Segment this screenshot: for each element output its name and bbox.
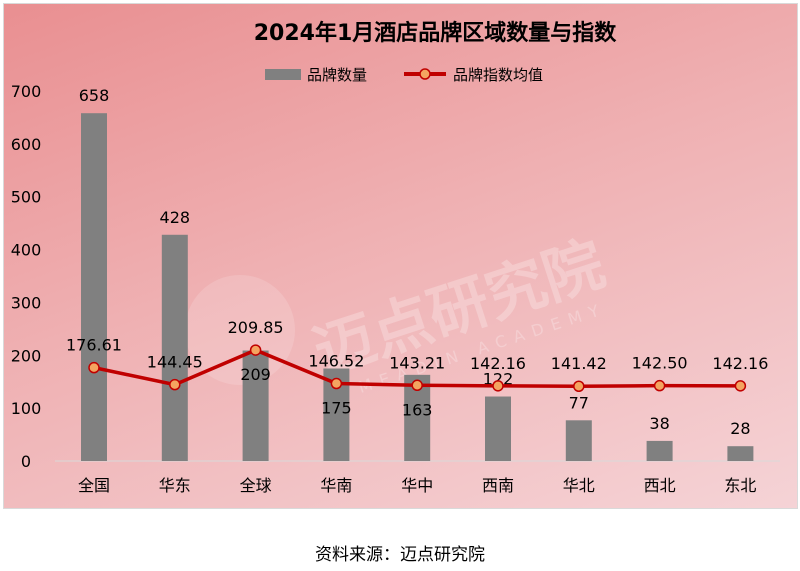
line-marker — [411, 379, 423, 392]
y-tick-label: 0 — [21, 452, 31, 471]
x-tick-label: 西北 — [644, 476, 676, 495]
line-marker — [169, 378, 181, 391]
bar — [242, 350, 269, 461]
source-note: 资料来源：迈点研究院 — [315, 545, 485, 565]
bar-value-label: 209 — [240, 365, 271, 384]
y-tick-label: 400 — [11, 241, 42, 260]
x-tick-label: 华北 — [563, 476, 595, 495]
bar — [727, 446, 754, 461]
chart-title: 2024年1月酒店品牌区域数量与指数 — [254, 20, 618, 46]
y-tick-label: 300 — [11, 293, 42, 312]
bar — [565, 420, 592, 461]
y-tick-label: 700 — [11, 82, 42, 101]
x-tick-label: 西南 — [482, 476, 514, 495]
bar — [646, 440, 673, 461]
legend-bar-label: 品牌数量 — [307, 66, 367, 84]
bar-value-label: 77 — [569, 393, 589, 412]
x-tick-label: 全国 — [78, 476, 110, 495]
y-tick-label: 600 — [11, 135, 42, 154]
bar-value-label: 658 — [79, 86, 110, 105]
line-marker — [734, 380, 747, 392]
x-tick-label: 华南 — [320, 476, 352, 495]
line-value-label: 142.16 — [712, 354, 768, 373]
x-tick-label: 华中 — [401, 476, 433, 495]
y-tick-label: 200 — [11, 346, 42, 365]
line-marker — [249, 344, 262, 356]
bar-value-label: 28 — [730, 419, 750, 438]
line-value-label: 142.16 — [470, 354, 526, 373]
bar-value-label: 122 — [483, 370, 514, 389]
y-tick-label: 100 — [11, 399, 42, 418]
legend-line-label: 品牌指数均值 — [453, 66, 543, 84]
bar — [485, 396, 511, 461]
line-value-label: 144.45 — [147, 353, 203, 372]
line-marker — [492, 380, 504, 392]
line-value-label: 141.42 — [551, 354, 607, 373]
legend-bar-swatch — [265, 69, 301, 80]
line-value-label: 209.85 — [228, 318, 284, 337]
legend-line-marker — [419, 68, 431, 80]
line-value-label: 142.50 — [632, 354, 688, 373]
line-marker — [573, 380, 585, 392]
x-tick-label: 全球 — [240, 476, 272, 495]
line-marker — [330, 377, 343, 390]
y-tick-label: 500 — [11, 188, 42, 207]
line-value-label: 143.21 — [389, 353, 445, 372]
bar — [161, 234, 188, 461]
line-marker — [88, 361, 100, 374]
bar-value-label: 163 — [402, 400, 433, 419]
bar-value-label: 428 — [160, 208, 191, 227]
x-tick-label: 华东 — [159, 476, 191, 495]
line-value-label: 146.52 — [308, 352, 364, 371]
chart-area — [3, 3, 798, 509]
bar — [81, 113, 107, 461]
line-marker — [653, 379, 666, 392]
bar-value-label: 175 — [321, 399, 352, 418]
line-value-label: 176.61 — [66, 336, 122, 355]
x-tick-label: 东北 — [724, 476, 756, 495]
bar-value-label: 38 — [649, 414, 669, 433]
